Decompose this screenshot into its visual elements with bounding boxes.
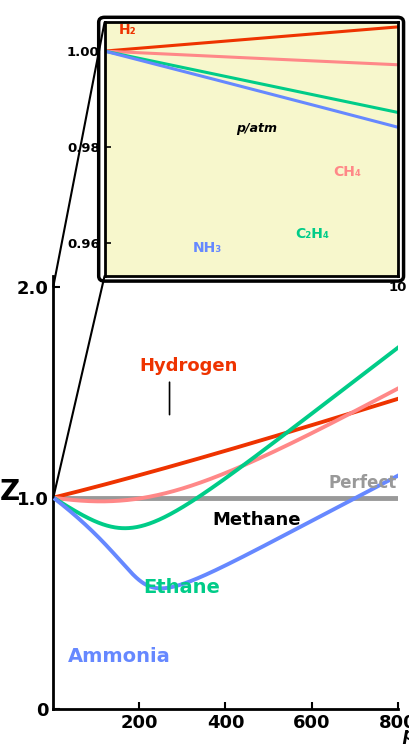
Text: Ethane: Ethane — [144, 577, 220, 597]
Text: Methane: Methane — [212, 511, 300, 529]
Text: Hydrogen: Hydrogen — [139, 357, 237, 375]
Text: H₂: H₂ — [119, 23, 137, 37]
Text: NH₃: NH₃ — [192, 241, 221, 255]
Y-axis label: Z: Z — [0, 478, 20, 507]
Text: CH₄: CH₄ — [333, 165, 360, 178]
Text: Ammonia: Ammonia — [68, 648, 171, 666]
Text: Perfect: Perfect — [328, 474, 396, 492]
Text: p/atm: p/atm — [236, 122, 277, 136]
Text: C₂H₄: C₂H₄ — [294, 227, 328, 241]
Text: p/atm: p/atm — [401, 726, 409, 744]
